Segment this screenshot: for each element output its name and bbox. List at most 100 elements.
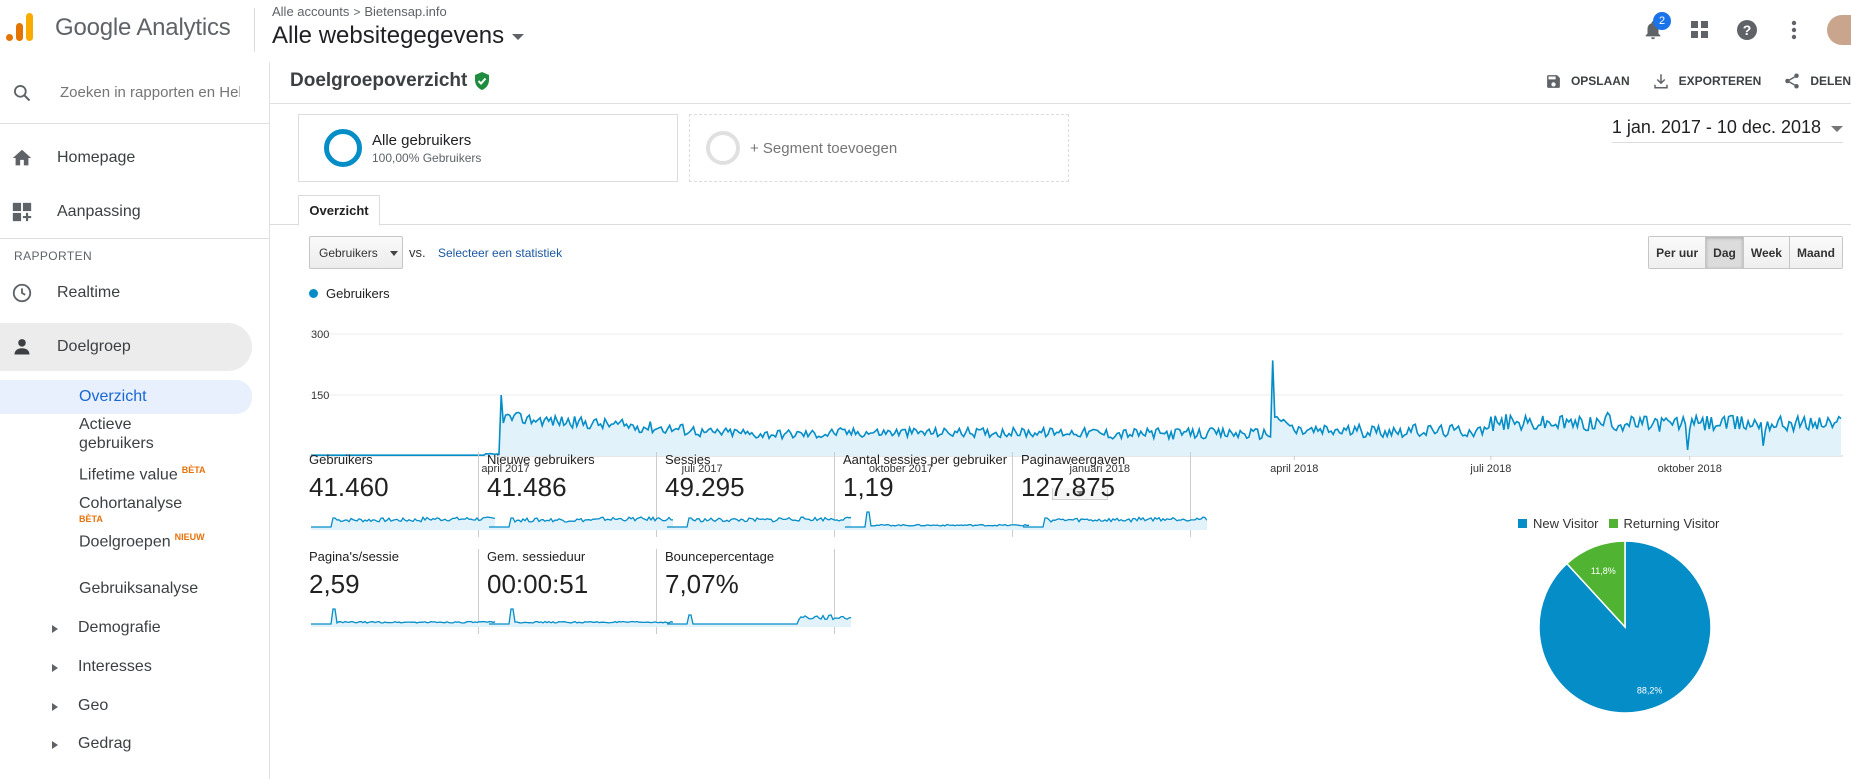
dashboard-add-icon [0, 201, 44, 223]
sidebar-subitem-lifetime-value[interactable]: Lifetime value BÈTA [0, 465, 252, 487]
scorecard-avg-session-duration[interactable]: Gem. sessieduur 00:00:51 [487, 549, 673, 634]
scorecard-sparkline [1023, 516, 1207, 530]
export-label: EXPORTEREN [1678, 74, 1762, 88]
property-name: Alle websitegegevens [272, 22, 505, 49]
page-title: Doelgroepoverzicht [290, 70, 491, 92]
metric-dropdown[interactable]: Gebruikers [309, 236, 403, 269]
sidebar-item-realtime[interactable]: Realtime [0, 269, 252, 317]
scorecard-title: Gem. sessieduur [487, 549, 586, 564]
caret-down-icon [512, 34, 525, 40]
scorecard-sessions-per-user[interactable]: Aantal sessies per gebruiker 1,19 [843, 452, 1029, 537]
person-icon [0, 337, 44, 357]
segment-all-users[interactable]: Alle gebruikers 100,00% Gebruikers [298, 114, 678, 182]
scorecard-pages-per-session[interactable]: Pagina's/sessie 2,59 [309, 549, 495, 634]
breadcrumb-accounts[interactable]: Alle accounts [272, 4, 350, 19]
property-selector[interactable]: Alle websitegegevens [272, 22, 525, 50]
series-line-users[interactable] [311, 360, 1842, 456]
pie-slice-label: 11,8% [1591, 566, 1616, 576]
scorecard-title: Nieuwe gebruikers [487, 452, 595, 467]
expand-arrow-icon [52, 664, 58, 672]
breadcrumb[interactable]: Alle accounts > Bietensap.info [272, 4, 447, 19]
sidebar-subitem-overview[interactable]: Overzicht [0, 380, 252, 414]
google-analytics-logo[interactable] [4, 11, 36, 43]
select-metric-link[interactable]: Selecteer een statistiek [438, 246, 563, 260]
legend-label: Returning Visitor [1623, 516, 1720, 531]
breadcrumb-site[interactable]: Bietensap.info [364, 4, 447, 19]
visitor-pie-chart[interactable]: 88,2% 11,8% [1535, 537, 1715, 717]
sidebar-item-customize[interactable]: Aanpassing [0, 188, 252, 236]
scorecard-sparkline [311, 608, 495, 627]
chart-expand-button[interactable] [1052, 488, 1108, 500]
period-day-button[interactable]: Dag [1705, 237, 1743, 268]
period-month-button[interactable]: Maand [1788, 237, 1842, 268]
sidebar-subitem-cohort[interactable]: Cohortanalyse BÈTA [0, 495, 252, 524]
segment-text: Alle gebruikers 100,00% Gebruikers [372, 132, 481, 165]
segment-share: 100,00% Gebruikers [372, 150, 482, 165]
more-button[interactable] [1770, 10, 1817, 50]
scorecard-users[interactable]: Gebruikers 41.460 [309, 452, 495, 537]
notification-badge: 2 [1653, 12, 1671, 30]
scorecard-value: 49.295 [665, 472, 745, 502]
pie-slice-returning-visitor[interactable] [1565, 540, 1626, 629]
help-button[interactable]: ? [1723, 10, 1770, 50]
add-segment-button[interactable]: + Segment toevoegen [689, 114, 1069, 182]
sidebar-subitem-label: Doelgroepen [79, 533, 171, 551]
scorecard-sparkline [845, 511, 1029, 530]
avatar[interactable] [1827, 15, 1851, 45]
pie-legend: New Visitor Returning Visitor [1518, 516, 1719, 531]
section-label-reports: RAPPORTEN [14, 249, 93, 263]
date-range-text: 1 jan. 2017 - 10 dec. 2018 [1611, 117, 1821, 137]
notifications-button[interactable]: 2 [1629, 10, 1676, 50]
sidebar-group-demographics[interactable]: Demografie [0, 619, 252, 641]
sidebar-item-label: Doelgroep [57, 338, 131, 355]
sidebar-subitem-active-users[interactable]: Actieve gebruikers [0, 416, 252, 454]
add-segment-label: + Segment toevoegen [750, 139, 898, 157]
legend-swatch [1518, 519, 1527, 528]
users-line-chart[interactable]: 300 150 april 2017 juli 2017 oktober 2017 jan… [309, 298, 1843, 488]
x-tick-label: april 2017 [481, 463, 529, 475]
search-icon [0, 83, 44, 103]
tab-overview[interactable]: Overzicht [298, 195, 380, 226]
sidebar-subitem-audiences[interactable]: Doelgroepen NIEUW [0, 532, 252, 554]
sidebar-group-geo[interactable]: Geo [0, 697, 252, 719]
scorecard-bounce-rate[interactable]: Bouncepercentage 7,07% [665, 549, 851, 634]
shield-check-icon [475, 72, 490, 90]
scorecard-pageviews[interactable]: Paginaweergaven 127.875 [1021, 452, 1207, 537]
sidebar-subitem-user-explorer[interactable]: Gebruiksanalyse [0, 580, 252, 602]
share-button[interactable]: DELEN [1783, 72, 1851, 90]
sidebar-subitem-label: Gebruiksanalyse [79, 580, 199, 597]
scorecard-sparkline [489, 608, 673, 627]
search-input[interactable] [60, 84, 240, 101]
sidebar-search [0, 62, 270, 124]
sidebar-item-audience[interactable]: Doelgroep [0, 323, 252, 371]
period-hourly-button[interactable]: Per uur [1649, 237, 1706, 268]
series-area-users [311, 360, 1841, 456]
date-range-picker[interactable]: 1 jan. 2017 - 10 dec. 2018 [1611, 117, 1843, 143]
x-tick-label: april 2018 [1270, 463, 1318, 475]
legend-label: New Visitor [1533, 516, 1599, 531]
apps-grid-icon [1690, 21, 1708, 38]
save-button[interactable]: OPSLAAN [1545, 73, 1630, 90]
scorecard-sessions[interactable]: Sessies 49.295 [665, 452, 851, 537]
sidebar-group-behavior[interactable]: Gedrag [0, 735, 252, 757]
legend-item-returning: Returning Visitor [1608, 516, 1720, 531]
scorecard-sparkline [311, 516, 495, 530]
save-label: OPSLAAN [1570, 74, 1630, 88]
save-icon [1547, 74, 1560, 88]
scorecard-sparkline [489, 516, 673, 530]
expand-arrow-icon [52, 625, 58, 633]
x-tick-label: januari 2018 [1068, 463, 1130, 475]
vs-label: vs. [409, 245, 426, 260]
period-week-button[interactable]: Week [1742, 237, 1789, 268]
export-button[interactable]: EXPORTEREN [1652, 72, 1762, 90]
empty-segment-ring-icon [706, 131, 740, 165]
beta-badge: BÈTA [79, 514, 103, 524]
sidebar-group-interests[interactable]: Interesses [0, 658, 252, 680]
legend-item-new: New Visitor [1518, 516, 1599, 531]
period-toggle: Per uur Dag Week Maand [1648, 236, 1843, 269]
sidebar-item-home[interactable]: Homepage [0, 134, 252, 182]
top-bar: Google Analytics Alle accounts > Bietens… [0, 0, 1851, 62]
apps-button[interactable] [1676, 10, 1723, 50]
clock-icon [0, 282, 44, 304]
scorecard-new-users[interactable]: Nieuwe gebruikers 41.486 [487, 452, 673, 537]
